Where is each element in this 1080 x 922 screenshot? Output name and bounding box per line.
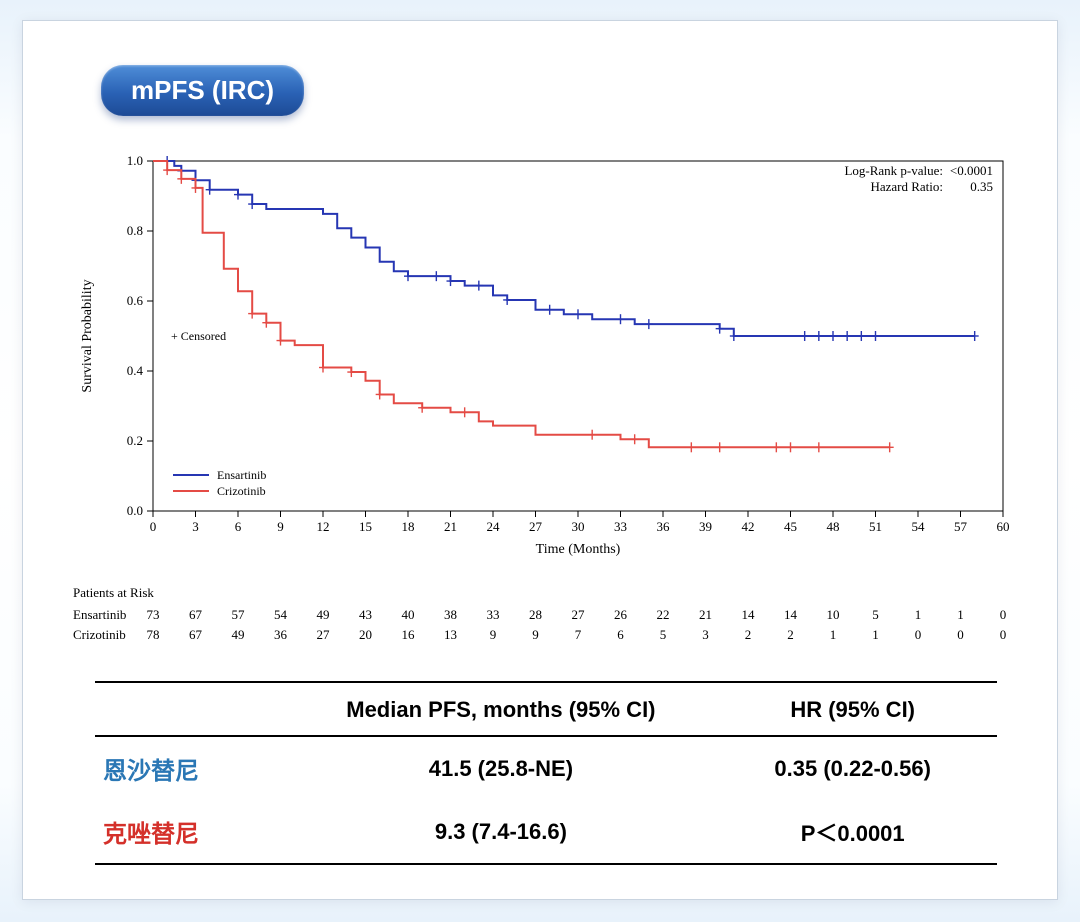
- svg-text:24: 24: [487, 519, 501, 534]
- svg-text:Ensartinib: Ensartinib: [217, 468, 266, 482]
- risk-cell: 2: [776, 627, 806, 643]
- summary-mpfs: 41.5 (25.8-NE): [293, 736, 708, 800]
- risk-cell: 73: [138, 607, 168, 623]
- slide-card: mPFS (IRC) 0.00.20.40.60.81.003691215182…: [22, 20, 1058, 900]
- risk-title: Patients at Risk: [73, 585, 1033, 601]
- risk-cell: 0: [988, 607, 1018, 623]
- risk-cell: 21: [691, 607, 721, 623]
- summary-col-header: Median PFS, months (95% CI): [293, 682, 708, 736]
- svg-text:Crizotinib: Crizotinib: [217, 484, 266, 498]
- risk-cell: 3: [691, 627, 721, 643]
- risk-cell: 57: [223, 607, 253, 623]
- svg-text:60: 60: [997, 519, 1010, 534]
- svg-text:Time (Months): Time (Months): [536, 542, 621, 557]
- km-svg: 0.00.20.40.60.81.00369121518212427303336…: [73, 151, 1033, 571]
- risk-cell: 67: [181, 627, 211, 643]
- risk-cell: 16: [393, 627, 423, 643]
- risk-cell: 0: [946, 627, 976, 643]
- svg-text:Hazard Ratio:: Hazard Ratio:: [870, 179, 943, 194]
- svg-text:30: 30: [572, 519, 585, 534]
- risk-cell: 9: [478, 627, 508, 643]
- risk-cell: 2: [733, 627, 763, 643]
- svg-text:0.0: 0.0: [127, 503, 143, 518]
- risk-cell: 33: [478, 607, 508, 623]
- risk-cell: 7: [563, 627, 593, 643]
- svg-text:54: 54: [912, 519, 926, 534]
- risk-cell: 22: [648, 607, 678, 623]
- svg-text:9: 9: [277, 519, 284, 534]
- risk-row-label: Ensartinib: [73, 607, 133, 623]
- patients-at-risk: Patients at RiskEnsartinib73675754494340…: [73, 583, 1033, 647]
- risk-cell: 1: [903, 607, 933, 623]
- risk-cell: 78: [138, 627, 168, 643]
- risk-cell: 26: [606, 607, 636, 623]
- svg-text:12: 12: [317, 519, 330, 534]
- risk-cell: 67: [181, 607, 211, 623]
- svg-text:0.35: 0.35: [970, 179, 993, 194]
- summary-col-header: [95, 682, 293, 736]
- svg-text:57: 57: [954, 519, 968, 534]
- risk-cell: 1: [861, 627, 891, 643]
- risk-row-label: Crizotinib: [73, 627, 133, 643]
- summary-hr: 0.35 (0.22-0.56): [708, 736, 997, 800]
- summary-drug-name: 克唑替尼: [95, 800, 293, 864]
- svg-text:15: 15: [359, 519, 372, 534]
- km-plot: 0.00.20.40.60.81.00369121518212427303336…: [73, 151, 1033, 571]
- svg-text:33: 33: [614, 519, 627, 534]
- risk-cell: 40: [393, 607, 423, 623]
- risk-cell: 6: [606, 627, 636, 643]
- svg-text:Survival Probability: Survival Probability: [80, 279, 95, 392]
- svg-text:0.2: 0.2: [127, 433, 143, 448]
- svg-text:36: 36: [657, 519, 671, 534]
- summary-col-header: HR (95% CI): [708, 682, 997, 736]
- summary-table: Median PFS, months (95% CI)HR (95% CI) 恩沙…: [95, 681, 997, 865]
- risk-cell: 49: [308, 607, 338, 623]
- risk-cell: 0: [903, 627, 933, 643]
- risk-cell: 43: [351, 607, 381, 623]
- risk-cell: 1: [946, 607, 976, 623]
- svg-text:18: 18: [402, 519, 415, 534]
- risk-cell: 0: [988, 627, 1018, 643]
- svg-text:42: 42: [742, 519, 755, 534]
- risk-cell: 10: [818, 607, 848, 623]
- risk-cell: 54: [266, 607, 296, 623]
- svg-text:39: 39: [699, 519, 712, 534]
- risk-cell: 36: [266, 627, 296, 643]
- risk-cell: 38: [436, 607, 466, 623]
- risk-cell: 5: [648, 627, 678, 643]
- risk-cell: 5: [861, 607, 891, 623]
- svg-text:0: 0: [150, 519, 157, 534]
- title-pill: mPFS (IRC): [101, 65, 304, 116]
- svg-text:21: 21: [444, 519, 457, 534]
- risk-cell: 14: [776, 607, 806, 623]
- svg-text:45: 45: [784, 519, 797, 534]
- risk-cell: 28: [521, 607, 551, 623]
- svg-text:Log-Rank p-value:: Log-Rank p-value:: [844, 163, 943, 178]
- risk-cell: 9: [521, 627, 551, 643]
- svg-text:27: 27: [529, 519, 543, 534]
- svg-text:51: 51: [869, 519, 882, 534]
- risk-cell: 27: [308, 627, 338, 643]
- svg-text:0.4: 0.4: [127, 363, 144, 378]
- svg-text:48: 48: [827, 519, 840, 534]
- risk-cell: 20: [351, 627, 381, 643]
- risk-cell: 49: [223, 627, 253, 643]
- svg-text:<0.0001: <0.0001: [950, 163, 993, 178]
- summary-drug-name: 恩沙替尼: [95, 736, 293, 800]
- svg-text:1.0: 1.0: [127, 153, 143, 168]
- risk-row: Ensartinib 73 67 57 54 49 43 40 38 33 28 27 26 22 21 14…: [73, 607, 1033, 625]
- summary-mpfs: 9.3 (7.4-16.6): [293, 800, 708, 864]
- svg-text:+ Censored: + Censored: [171, 329, 226, 343]
- risk-cell: 27: [563, 607, 593, 623]
- risk-cell: 1: [818, 627, 848, 643]
- svg-text:3: 3: [192, 519, 199, 534]
- svg-text:0.6: 0.6: [127, 293, 144, 308]
- risk-row: Crizotinib78674936272016139976532211000: [73, 627, 1033, 645]
- risk-cell: 13: [436, 627, 466, 643]
- summary-hr: P＜0.0001: [708, 800, 997, 864]
- risk-cell: 14: [733, 607, 763, 623]
- svg-text:0.8: 0.8: [127, 223, 143, 238]
- svg-text:6: 6: [235, 519, 242, 534]
